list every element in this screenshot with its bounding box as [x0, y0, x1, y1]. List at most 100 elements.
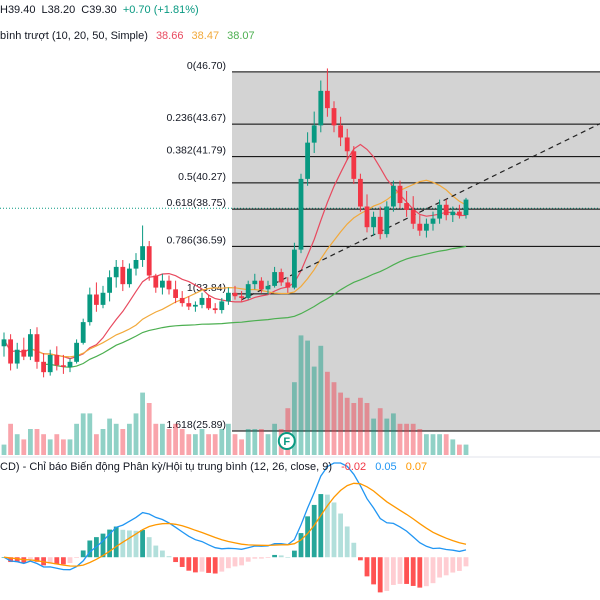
candle	[166, 275, 172, 295]
macd-hist-bar	[146, 537, 152, 558]
candle	[404, 190, 409, 217]
macd-line-value: 0.05	[375, 461, 396, 473]
macd-hist-bar	[14, 557, 20, 563]
trend-line	[241, 123, 600, 301]
candle	[179, 291, 185, 307]
volume-bar	[186, 434, 192, 455]
volume-bar	[100, 429, 106, 455]
ma-20-value: 38.47	[192, 30, 220, 42]
macd-hist-bar	[424, 557, 429, 587]
ma-50-line	[43, 245, 467, 368]
macd-hist-bar	[67, 557, 73, 564]
volume-bar	[298, 335, 304, 455]
volume-bar	[311, 366, 317, 455]
volume-bar	[371, 418, 376, 455]
volume-bar	[120, 429, 126, 455]
fib-zone	[232, 71, 600, 432]
volume-bar	[377, 408, 383, 455]
macd-hist-bar	[173, 557, 178, 563]
candle	[54, 346, 60, 371]
volume-bar	[87, 413, 93, 455]
volume-bar	[74, 423, 79, 455]
volume-bar	[14, 434, 20, 455]
volume-bar	[153, 423, 159, 455]
volume-bar	[443, 434, 449, 455]
candle	[113, 259, 119, 288]
ohlc-close: C39.30	[81, 4, 116, 16]
candle	[463, 197, 469, 219]
candle	[272, 266, 277, 288]
candle	[127, 263, 132, 288]
fib-label-0.618: 0.618(38.75)	[166, 197, 226, 209]
volume-bar	[8, 423, 13, 455]
candle	[384, 201, 390, 238]
volume-bar	[318, 345, 324, 455]
candle	[325, 68, 330, 117]
volume-bar	[364, 403, 370, 455]
macd-hist-bar	[219, 557, 225, 572]
volume-bar	[239, 439, 244, 455]
macd-hist-bar	[278, 555, 284, 558]
candle	[318, 80, 324, 133]
candle	[80, 318, 86, 345]
volume-bar	[232, 434, 238, 455]
fib-label-0: 0(46.70)	[187, 60, 226, 72]
macd-hist-value: -0.02	[341, 461, 366, 473]
macd-hist-bar	[206, 557, 211, 573]
macd-hist-bar	[410, 557, 416, 586]
ma-10-value: 38.66	[156, 30, 184, 42]
candle	[14, 342, 20, 369]
macd-hist-bar	[325, 494, 330, 558]
candle	[100, 285, 106, 309]
candle	[391, 180, 396, 212]
candle	[364, 194, 370, 233]
macd-hist-bar	[8, 557, 13, 563]
candle	[41, 353, 46, 378]
candle	[146, 241, 152, 281]
macd-hist-bar	[54, 557, 60, 565]
ma-legend-label: bình trượt (10, 20, 50, Simple)	[0, 30, 148, 42]
macd-hist-bar	[212, 557, 218, 574]
volume-bar	[344, 397, 350, 455]
volume-bar	[107, 418, 112, 455]
candle	[186, 296, 192, 311]
macd-hist-bar	[292, 550, 297, 558]
macd-line	[3, 462, 467, 571]
volume-bar	[28, 429, 33, 455]
candle	[140, 225, 145, 267]
ohlc-readout: H39.40 L38.20 C39.30 +0.70 (+1.81%)	[0, 4, 199, 16]
macd-hist-bar	[338, 513, 343, 558]
macd-pane	[1, 462, 469, 593]
macd-hist-bar	[133, 530, 139, 558]
fib-label-1: 1(33.84)	[187, 282, 226, 294]
volume-bar	[133, 413, 139, 455]
volume-bar	[338, 392, 343, 455]
candle	[311, 111, 317, 153]
macd-hist-bar	[80, 550, 86, 558]
macd-hist-bar	[384, 557, 390, 591]
volume-bar	[140, 392, 145, 455]
candle	[153, 273, 159, 293]
volume-bar	[437, 434, 442, 455]
candle	[331, 101, 337, 133]
macd-hist-bar	[391, 557, 396, 585]
volume-bar	[179, 429, 185, 455]
candle	[212, 303, 218, 314]
volume-bar	[47, 439, 53, 455]
candle	[21, 337, 27, 361]
volume-bar	[206, 434, 211, 455]
macd-hist-bar	[226, 557, 231, 569]
candle	[358, 173, 363, 212]
candle	[298, 173, 304, 254]
macd-hist-bar	[430, 557, 436, 584]
macd-hist-bar	[239, 557, 244, 566]
macd-hist-bar	[358, 557, 363, 561]
macd-hist-bar	[443, 557, 449, 576]
macd-hist-bar	[457, 557, 462, 571]
volume-bar	[173, 423, 178, 455]
event-badge-label: F	[283, 436, 290, 448]
candle	[239, 291, 244, 302]
volume-bar	[457, 444, 462, 455]
macd-hist-bar	[331, 502, 337, 558]
